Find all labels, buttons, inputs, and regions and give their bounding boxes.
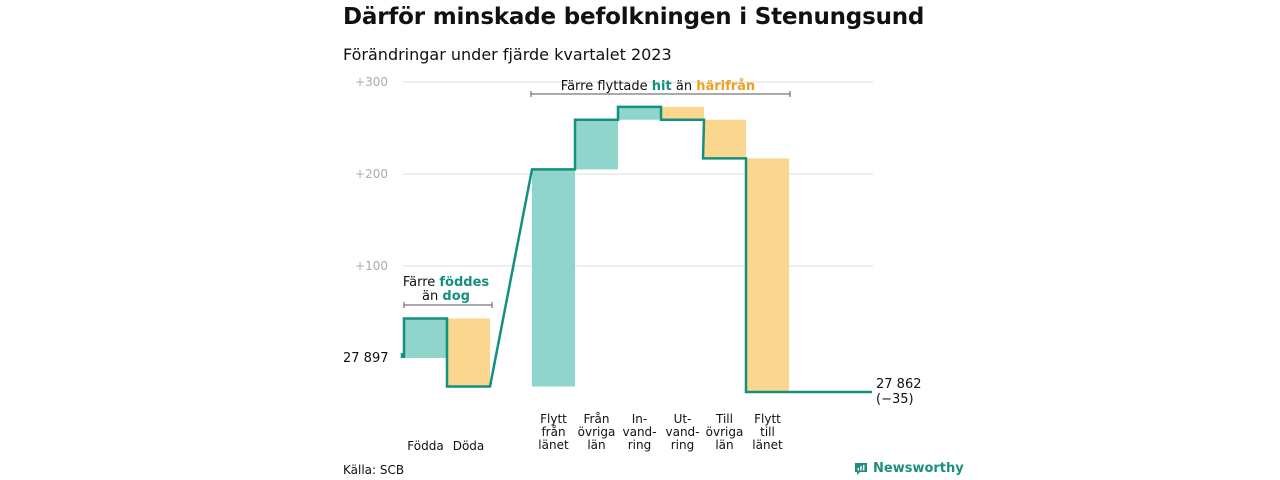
annotation-births-line1: Färre föddes xyxy=(403,275,490,290)
annotation-part: hit xyxy=(652,79,672,94)
category-label: Flytt xyxy=(540,412,567,426)
bars-layer xyxy=(404,106,789,393)
ytick-label: +100 xyxy=(355,259,388,273)
line-layer xyxy=(400,105,872,394)
category-label: Födda xyxy=(407,439,443,453)
brand-name: Newsworthy xyxy=(873,461,964,476)
category-label: In- xyxy=(632,412,647,426)
category-label: till xyxy=(760,425,775,439)
annotation-moves: Färre flyttade hit än härifrån xyxy=(561,79,755,94)
category-label: Döda xyxy=(453,439,485,453)
grid-layer xyxy=(403,81,873,267)
category-label: ring xyxy=(628,438,652,452)
category-label: Flytt xyxy=(754,412,781,426)
end-change-label: (−35) xyxy=(876,392,914,407)
category-label: länet xyxy=(538,438,569,452)
annotation-births-line2: än dog xyxy=(422,289,470,304)
bar-chart-bubble-icon xyxy=(855,462,867,475)
annotation-part: dog xyxy=(442,289,470,304)
category-label: vand- xyxy=(622,425,656,439)
start-value-label: 27 897 xyxy=(343,351,389,366)
annotation-part: härifrån xyxy=(696,79,755,94)
category-label: vand- xyxy=(665,425,699,439)
category-label: Från xyxy=(584,412,610,426)
category-label: övriga xyxy=(578,425,616,439)
bar-1 xyxy=(447,318,490,387)
chart-subtitle: Förändringar under fjärde kvartalet 2023 xyxy=(343,45,672,64)
category-label: länet xyxy=(752,438,783,452)
annotation-part: Färre xyxy=(403,275,440,290)
category-label: län xyxy=(587,438,605,452)
category-label: Till xyxy=(715,412,733,426)
cumulative-step-line xyxy=(402,105,872,394)
bar-2 xyxy=(532,169,575,387)
annotation-part: än xyxy=(422,289,442,304)
source-note: Källa: SCB xyxy=(343,463,405,477)
annotation-part: föddes xyxy=(439,275,489,290)
category-label: Ut- xyxy=(674,412,692,426)
category-label: ring xyxy=(671,438,695,452)
ytick-label: +300 xyxy=(355,75,388,89)
labels-layer: +100 +200 +300 27 897 27 862(−35) Födda Döda Fl… xyxy=(343,75,922,453)
category-label: från xyxy=(541,425,565,439)
bar-0 xyxy=(404,318,447,358)
end-value-label: 27 862 xyxy=(876,377,922,392)
bar-4 xyxy=(618,106,661,120)
ytick-label: +200 xyxy=(355,167,388,181)
brand-logo: Newsworthy xyxy=(854,461,964,476)
annotation-part: Färre flyttade xyxy=(561,79,652,94)
annotation-moves-bracket xyxy=(530,91,791,97)
category-label: övriga xyxy=(706,425,744,439)
annotation-births-bracket xyxy=(403,302,493,308)
bar-6 xyxy=(703,119,746,159)
bar-7 xyxy=(746,158,789,393)
chart-title: Därför minskade befolkningen i Stenungsu… xyxy=(343,4,925,30)
bar-5 xyxy=(661,106,704,120)
annotation-part: än xyxy=(672,79,696,94)
category-label: län xyxy=(715,438,733,452)
bar-3 xyxy=(575,119,618,170)
